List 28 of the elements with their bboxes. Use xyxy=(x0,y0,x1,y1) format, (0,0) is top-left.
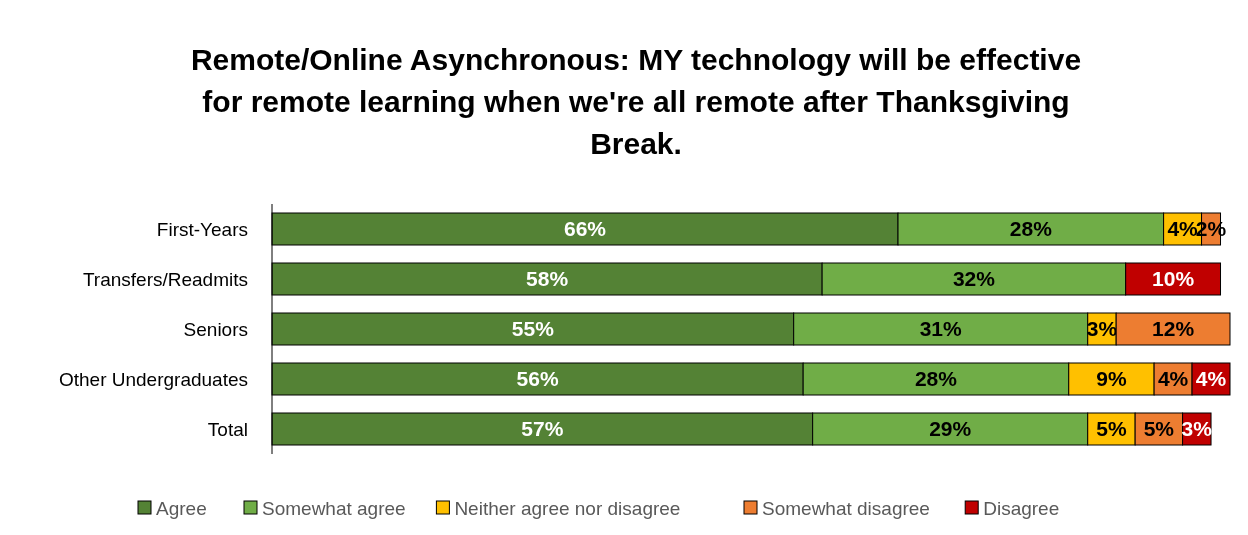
legend-label: Disagree xyxy=(983,497,1060,519)
data-label: 32% xyxy=(952,267,996,291)
data-label: 4% xyxy=(1195,367,1227,391)
legend-label: Neither agree nor disagree xyxy=(454,497,681,519)
chart-title: Remote/Online Asynchronous: MY technology will be effective for remote learning when we're all remote after Thanksgiving Break. xyxy=(190,43,1082,160)
legend-label: Somewhat agree xyxy=(262,497,406,519)
data-label: 66% xyxy=(563,217,607,241)
data-label: 5% xyxy=(1096,417,1127,441)
y-tick-label: Seniors xyxy=(183,318,248,340)
data-label: 5% xyxy=(1143,417,1175,441)
data-label: 12% xyxy=(1152,317,1195,341)
data-label: 31% xyxy=(919,317,963,341)
legend-label: Somewhat disagree xyxy=(762,497,930,519)
y-tick-label: Other Undergraduates xyxy=(58,368,248,390)
data-label: 29% xyxy=(929,417,972,441)
y-tick-label: Transfers/Readmits xyxy=(82,268,248,290)
data-label: 10% xyxy=(1152,267,1195,291)
data-label: 56% xyxy=(516,367,559,391)
legend-label: Agree xyxy=(156,497,207,519)
data-label: 57% xyxy=(521,417,564,441)
data-label: 28% xyxy=(1009,217,1053,241)
data-label: 58% xyxy=(526,267,569,291)
data-label: 28% xyxy=(914,367,958,391)
data-label: 9% xyxy=(1096,367,1127,391)
y-tick-label: First-Years xyxy=(156,218,248,240)
y-tick-label: Total xyxy=(207,418,248,440)
data-label: 4% xyxy=(1157,367,1189,391)
data-label: 55% xyxy=(511,317,555,341)
